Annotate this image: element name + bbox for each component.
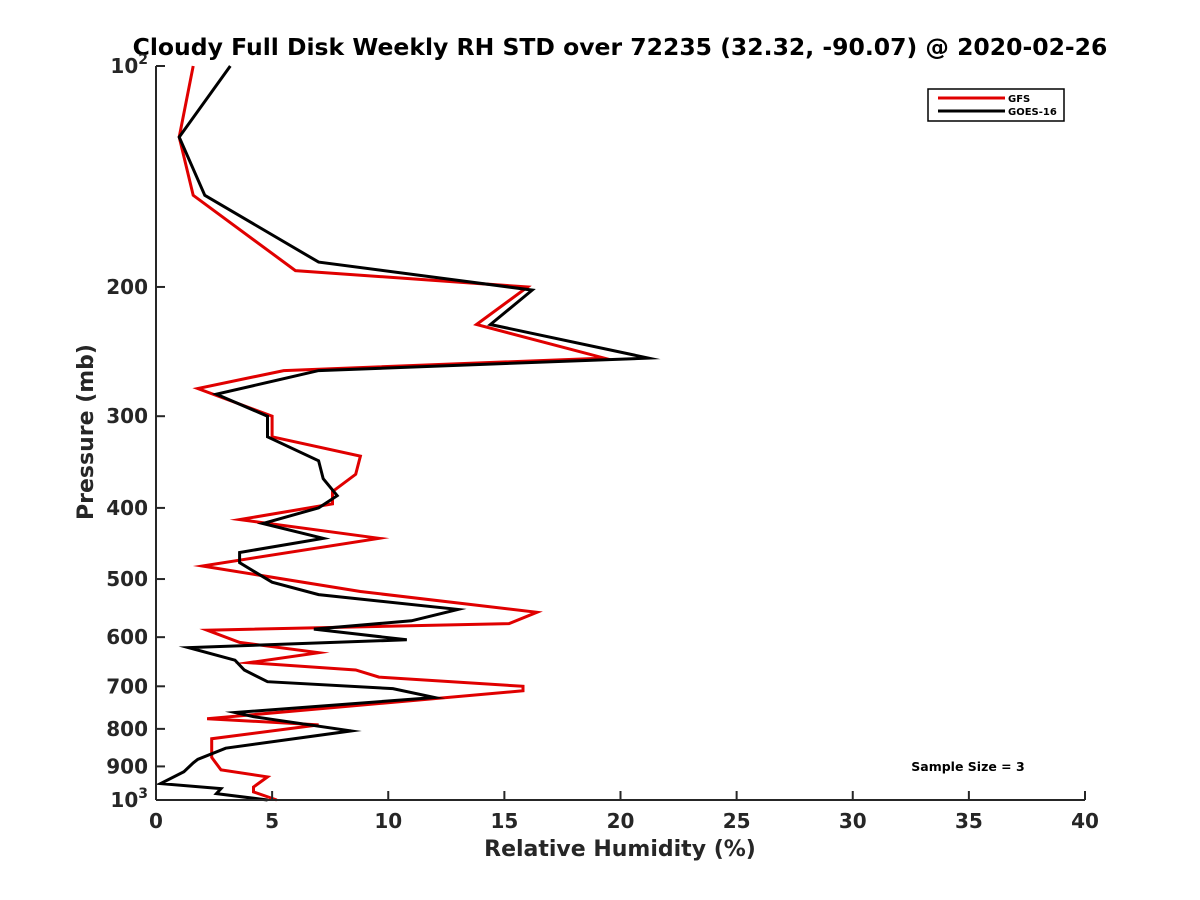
x-tick-label: 20 [607,809,635,833]
y-tick-label: 102 [110,52,148,78]
x-tick-label: 40 [1071,809,1099,833]
x-tick-label: 0 [149,809,163,833]
sample-size-annotation: Sample Size = 3 [911,759,1024,774]
y-tick-label: 103 [110,786,148,812]
series-line-gfs [177,65,615,802]
x-tick-label: 30 [839,809,867,833]
legend-label-goes-16: GOES-16 [1008,107,1057,118]
y-tick-label: 400 [106,496,148,520]
legend-box [927,88,1065,122]
y-tick-label: 300 [106,404,148,428]
y-tick-label: 600 [106,625,148,649]
y-axis-label: Pressure (mb) [74,344,99,520]
y-tick-label: 700 [106,674,148,698]
x-tick-label: 25 [723,809,751,833]
y-tick-label: 200 [106,275,148,299]
series-line-goes-16 [155,65,661,802]
x-tick-label: 5 [265,809,279,833]
x-axis-label: Relative Humidity (%) [484,837,756,862]
plot-area: 0 5 10 15 20 25 30 35 40 102 200 300 400 500 600 700 800… [106,52,1099,833]
x-tick-label: 35 [955,809,983,833]
y-tick-label: 500 [106,567,148,591]
y-tick-label: 800 [106,717,148,741]
legend-label-gfs: GFS [1008,94,1030,105]
x-tick-label: 10 [374,809,402,833]
x-tick-label: 15 [490,809,518,833]
chart-title: Cloudy Full Disk Weekly RH STD over 7223… [133,33,1108,61]
y-tick-label: 900 [106,754,148,778]
